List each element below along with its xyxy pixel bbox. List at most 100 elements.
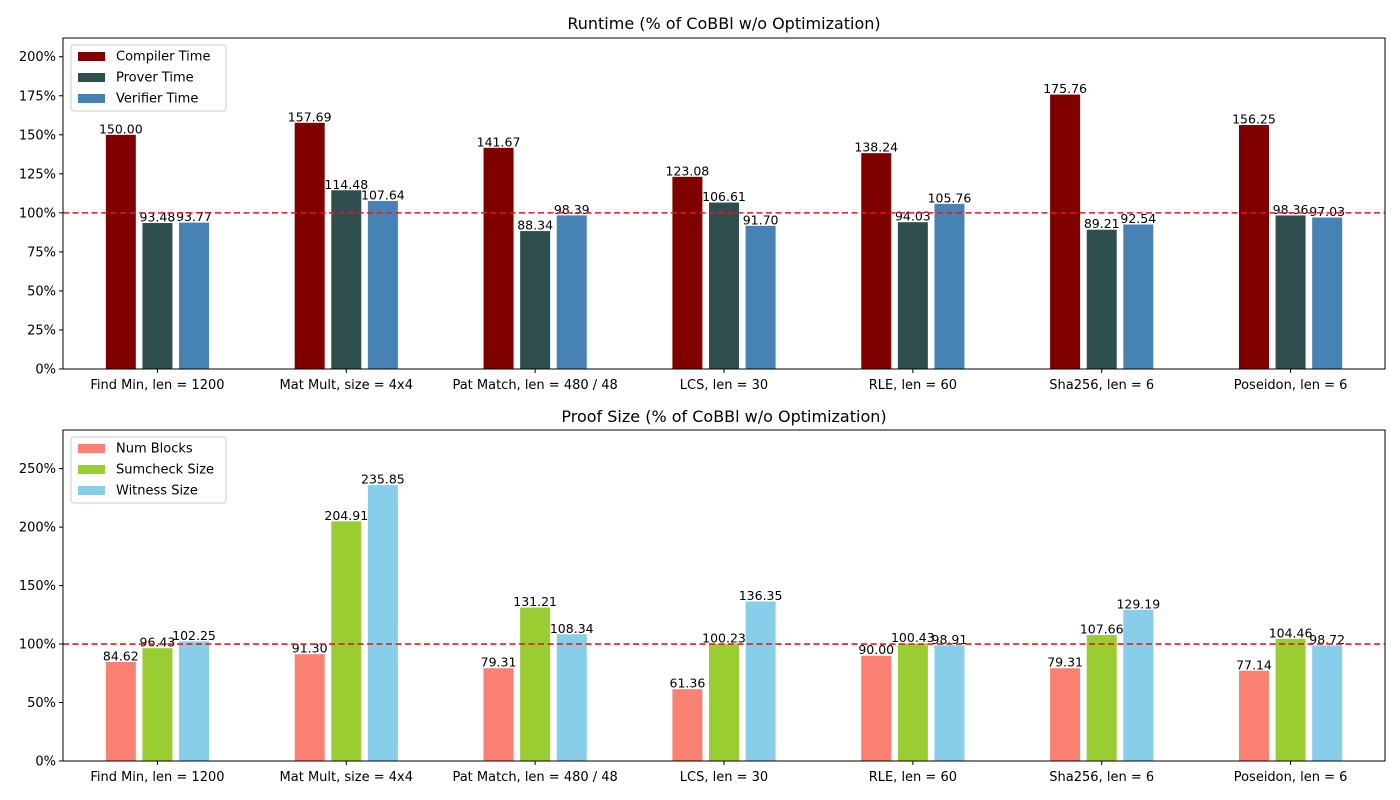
bar-num-blocks-6 (1050, 668, 1081, 761)
x-tick-label: Pat Match, len = 480 / 48 (452, 770, 617, 785)
data-label: 100.23 (702, 630, 746, 645)
bar-num-blocks-3 (483, 668, 514, 761)
legend-swatch-verifier-time (78, 94, 105, 103)
bar-num-blocks-7 (1238, 670, 1269, 761)
x-tick-label: RLE, len = 60 (869, 378, 957, 393)
x-tick-label: Sha256, len = 6 (1049, 770, 1154, 785)
bar-sumcheck-size-5 (897, 643, 928, 761)
bar-witness-size-1 (179, 641, 210, 761)
bar-compiler-time-1 (105, 134, 136, 369)
y-tick-label: 200% (19, 50, 56, 65)
data-label: 88.34 (517, 218, 553, 233)
legend-label: Verifier Time (116, 92, 198, 107)
y-tick-label: 150% (19, 579, 56, 594)
y-tick-label: 100% (19, 206, 56, 221)
chart-panel-1: Runtime (% of CoBBl w/o Optimization) 150… (19, 14, 1386, 393)
bar-witness-size-3 (556, 634, 587, 761)
bar-num-blocks-5 (861, 655, 892, 761)
data-label: 107.64 (361, 187, 405, 202)
data-label: 235.85 (361, 472, 405, 487)
data-label: 90.00 (858, 642, 894, 657)
legend-label: Compiler Time (116, 50, 210, 65)
bar-sumcheck-size-6 (1086, 635, 1117, 761)
legend-swatch-compiler-time (78, 52, 105, 61)
data-label: 91.30 (292, 641, 328, 656)
x-tick-label: Sha256, len = 6 (1049, 378, 1154, 393)
legend-label: Prover Time (116, 71, 194, 86)
bar-prover-time-1 (142, 223, 173, 369)
data-label: 94.03 (895, 209, 931, 224)
bar-compiler-time-5 (861, 153, 892, 369)
bar-verifier-time-3 (556, 215, 587, 369)
data-label: 100.43 (891, 630, 935, 645)
y-tick-label: 50% (27, 696, 56, 711)
bar-num-blocks-2 (294, 654, 325, 761)
data-label: 89.21 (1084, 216, 1120, 231)
bar-prover-time-6 (1086, 229, 1117, 369)
bar-prover-time-7 (1275, 215, 1306, 369)
legend: Compiler Time Prover Time Verifier Time (70, 44, 227, 112)
bar-compiler-time-7 (1238, 125, 1269, 369)
bar-sumcheck-size-7 (1275, 638, 1306, 761)
legend-label: Sumcheck Size (116, 463, 214, 478)
bar-witness-size-7 (1312, 645, 1343, 761)
bar-prover-time-5 (897, 222, 928, 369)
y-tick-label: 250% (19, 462, 56, 477)
bar-prover-time-2 (331, 190, 362, 369)
legend-label: Num Blocks (116, 442, 193, 457)
bar-verifier-time-4 (745, 225, 776, 369)
legend-swatch-prover-time (78, 73, 105, 82)
data-label: 107.66 (1080, 622, 1124, 637)
data-label: 93.77 (176, 209, 212, 224)
data-label: 93.48 (140, 210, 176, 225)
bar-num-blocks-4 (672, 689, 703, 761)
legend-box (70, 436, 227, 504)
data-label: 175.76 (1043, 81, 1087, 96)
y-tick-label: 0% (35, 755, 56, 770)
bar-sumcheck-size-3 (520, 607, 551, 761)
bar-num-blocks-1 (105, 662, 136, 761)
y-tick-label: 75% (27, 245, 56, 260)
data-label: 106.61 (702, 189, 746, 204)
bar-witness-size-4 (745, 601, 776, 761)
data-label: 123.08 (666, 163, 710, 178)
data-label: 61.36 (670, 676, 706, 691)
bar-sumcheck-size-1 (142, 648, 173, 761)
data-label: 91.70 (743, 212, 779, 227)
chart-title: Runtime (% of CoBBl w/o Optimization) (567, 14, 880, 33)
legend-label: Witness Size (116, 484, 198, 499)
data-label: 97.03 (1309, 204, 1345, 219)
y-tick-label: 0% (35, 363, 56, 378)
y-tick-label: 200% (19, 521, 56, 536)
y-tick-label: 175% (19, 89, 56, 104)
x-tick-label: Poseidon, len = 6 (1234, 770, 1348, 785)
bar-compiler-time-2 (294, 122, 325, 369)
x-tick-label: LCS, len = 30 (680, 378, 768, 393)
bar-verifier-time-2 (367, 200, 398, 369)
data-label: 131.21 (513, 594, 557, 609)
legend-swatch-num-blocks (78, 444, 105, 453)
data-label: 136.35 (739, 588, 783, 603)
data-label: 138.24 (854, 140, 898, 155)
data-label: 98.91 (932, 632, 968, 647)
bar-witness-size-6 (1123, 609, 1154, 761)
x-tick-label: Mat Mult, size = 4x4 (280, 770, 413, 785)
legend-box (70, 44, 227, 112)
chart-title: Proof Size (% of CoBBl w/o Optimization) (561, 407, 886, 426)
bar-sumcheck-size-4 (709, 643, 739, 761)
data-label: 157.69 (288, 109, 332, 124)
data-label: 108.34 (550, 621, 594, 636)
x-tick-label: Find Min, len = 1200 (90, 378, 224, 393)
data-label: 92.54 (1120, 211, 1156, 226)
data-label: 150.00 (99, 121, 143, 136)
y-tick-label: 50% (27, 284, 56, 299)
data-label: 98.36 (1273, 202, 1309, 217)
bar-verifier-time-5 (934, 203, 965, 369)
data-label: 105.76 (928, 190, 972, 205)
data-label: 96.43 (140, 635, 176, 650)
data-label: 77.14 (1236, 657, 1272, 672)
bar-verifier-time-7 (1312, 217, 1343, 369)
bar-compiler-time-6 (1050, 94, 1081, 369)
bar-compiler-time-3 (483, 147, 514, 369)
